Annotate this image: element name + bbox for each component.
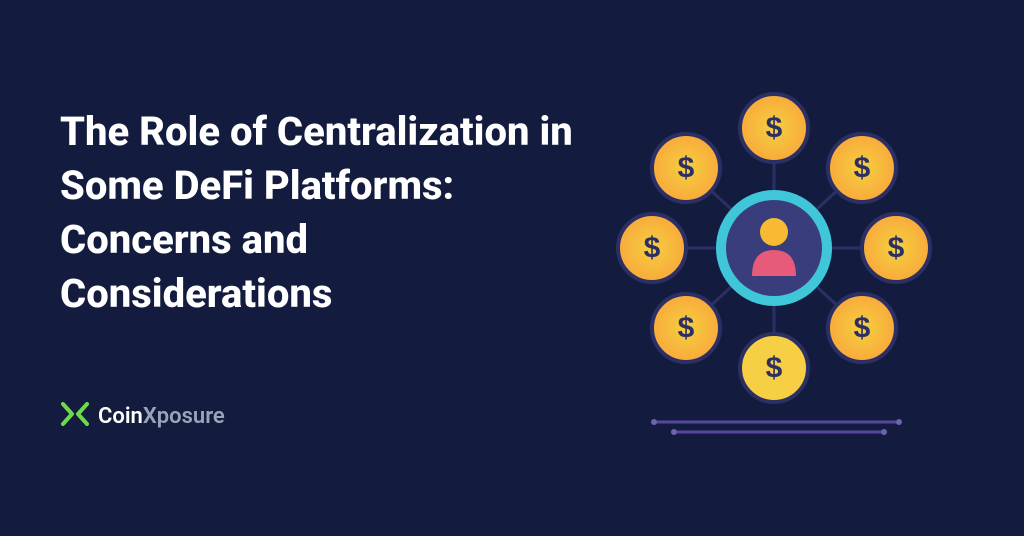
coin-node: $ [740, 334, 808, 402]
coin-node: $ [652, 134, 720, 202]
logo-icon [60, 401, 90, 431]
right-column: $ $ $ $ $ $ $ $ [584, 0, 964, 536]
page-title: The Role of Centralization in Some DeFi … [60, 105, 584, 321]
coin-node: $ [828, 294, 896, 362]
dollar-icon: $ [678, 152, 695, 185]
dollar-icon: $ [766, 112, 783, 145]
logo-text-part-1: Coin [98, 404, 143, 429]
coin-node: $ [618, 214, 686, 282]
coin-node: $ [862, 214, 930, 282]
network-diagram: $ $ $ $ $ $ $ $ [604, 78, 944, 458]
dollar-icon: $ [644, 232, 661, 265]
dollar-icon: $ [854, 312, 871, 345]
dollar-icon: $ [888, 232, 905, 265]
coin-node: $ [652, 294, 720, 362]
underline-cap [671, 429, 677, 435]
dollar-icon: $ [678, 312, 695, 345]
diagram-svg: $ $ $ $ $ $ $ $ [604, 78, 944, 458]
underline-cap [896, 419, 902, 425]
infographic-card: The Role of Centralization in Some DeFi … [0, 0, 1024, 536]
left-column: The Role of Centralization in Some DeFi … [60, 105, 584, 431]
person-head-icon [760, 218, 788, 246]
dollar-icon: $ [766, 352, 783, 385]
dollar-icon: $ [854, 152, 871, 185]
coin-node: $ [828, 134, 896, 202]
logo-text-part-2: Xposure [143, 404, 225, 429]
coin-node: $ [740, 94, 808, 162]
underline-cap [881, 429, 887, 435]
brand-logo: CoinXposure [60, 401, 584, 431]
underline-cap [651, 419, 657, 425]
logo-text: CoinXposure [98, 404, 225, 429]
hub-inner [726, 200, 822, 296]
